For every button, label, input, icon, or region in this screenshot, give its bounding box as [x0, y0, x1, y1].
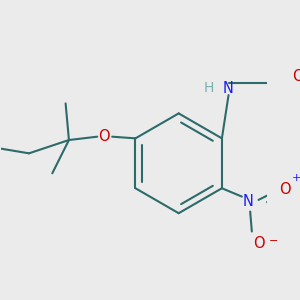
Text: N: N — [243, 194, 254, 209]
Text: +: + — [292, 173, 300, 183]
Text: −: − — [269, 236, 278, 247]
Text: O: O — [279, 182, 291, 197]
Text: O: O — [98, 129, 110, 144]
Text: O: O — [292, 69, 300, 84]
Text: N: N — [223, 81, 234, 96]
Text: H: H — [203, 82, 214, 95]
Text: O: O — [253, 236, 264, 251]
